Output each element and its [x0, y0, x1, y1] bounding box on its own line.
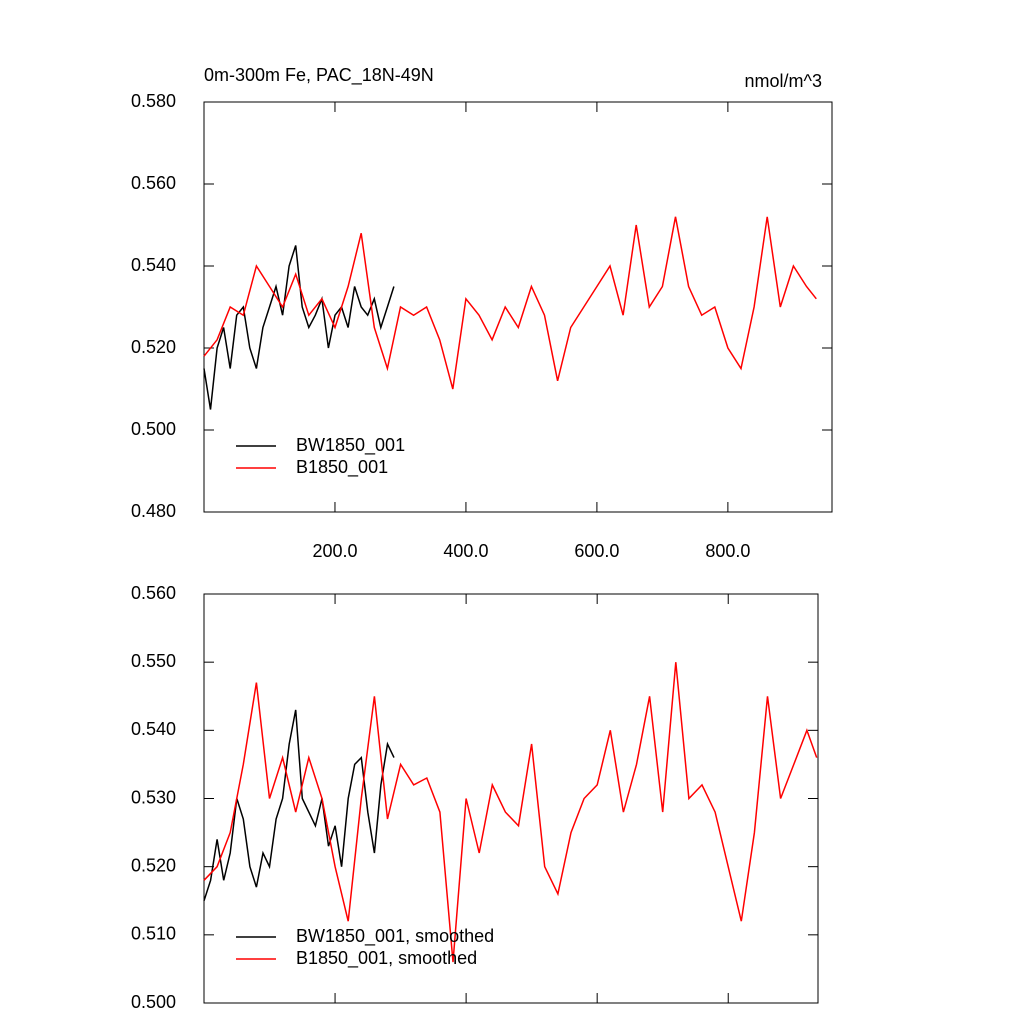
y-tick-label: 0.580 [131, 91, 176, 111]
data-line [203, 709, 395, 902]
y-tick-label: 0.480 [131, 501, 176, 521]
data-line [203, 216, 817, 390]
y-tick-label: 0.530 [131, 787, 176, 807]
x-tick-label: 400.0 [443, 541, 488, 561]
y-tick-label: 0.520 [131, 855, 176, 875]
legend-label: B1850_001 [296, 457, 388, 478]
y-tick-label: 0.500 [131, 419, 176, 439]
y-tick-label: 0.560 [131, 173, 176, 193]
y-tick-label: 0.560 [131, 583, 176, 603]
x-tick-label: 600.0 [574, 541, 619, 561]
y-tick-label: 0.540 [131, 719, 176, 739]
y-tick-label: 0.520 [131, 337, 176, 357]
chart-title: 0m-300m Fe, PAC_18N-49N [204, 65, 434, 86]
y-tick-label: 0.500 [131, 992, 176, 1012]
legend-label: BW1850_001, smoothed [296, 926, 494, 947]
legend-label: BW1850_001 [296, 435, 405, 456]
units-label: nmol/m^3 [745, 71, 822, 91]
data-line [203, 245, 395, 410]
plot-frame [203, 101, 833, 513]
y-tick-label: 0.540 [131, 255, 176, 275]
x-tick-label: 800.0 [705, 541, 750, 561]
legend-label: B1850_001, smoothed [296, 948, 477, 969]
data-line [203, 662, 818, 963]
y-tick-label: 0.510 [131, 924, 176, 944]
y-tick-label: 0.550 [131, 651, 176, 671]
x-tick-label: 200.0 [312, 541, 357, 561]
